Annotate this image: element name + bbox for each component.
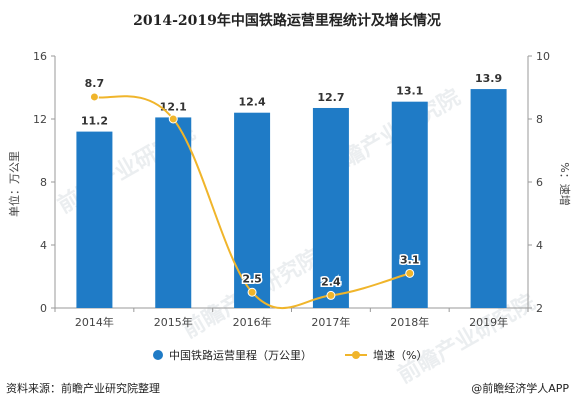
chart-title: 2014-2019年中国铁路运营里程统计及增长情况 xyxy=(133,12,441,29)
bar-value-label: 12.1 xyxy=(160,100,187,113)
y-right-tick-label: 6 xyxy=(536,176,543,189)
x-tick-label: 2014年 xyxy=(75,315,114,329)
footer-credit: @前瞻经济学人APP xyxy=(471,381,569,395)
y-right-tick-label: 8 xyxy=(536,113,543,126)
bar xyxy=(76,131,113,308)
x-tick-label: 2016年 xyxy=(233,315,272,329)
bar-value-label: 13.1 xyxy=(396,85,423,98)
legend: 中国铁路运营里程（万公里） 增速（%） xyxy=(153,348,427,362)
line-labels: 8.7 2.5 2.4 3.1 xyxy=(83,75,421,289)
growth-point xyxy=(89,92,99,102)
footer-source: 资料来源：前瞻产业研究院整理 xyxy=(6,381,160,395)
line-series xyxy=(89,92,415,310)
growth-point xyxy=(326,290,336,300)
y-left-tick-label: 4 xyxy=(40,239,47,252)
legend-line-label: 增速（%） xyxy=(373,348,427,362)
y-left-label: 单位：万公里 xyxy=(7,151,21,217)
growth-point xyxy=(247,287,257,297)
y-right-tick-label: 4 xyxy=(536,239,543,252)
x-tick-label: 2019年 xyxy=(469,315,508,329)
y-right-label: %：速增 xyxy=(558,162,572,205)
y-left-tick-label: 16 xyxy=(33,50,47,63)
bar xyxy=(470,89,507,308)
growth-value-label: 2.4 xyxy=(321,275,341,288)
y-left-tick-label: 12 xyxy=(33,113,47,126)
x-tick-label: 2015年 xyxy=(154,315,193,329)
bar-value-label: 12.4 xyxy=(239,96,266,109)
growth-value-label: 2.5 xyxy=(242,272,262,285)
growth-value-label: 8.7 xyxy=(85,77,105,90)
bar-labels: 11.2 12.1 12.4 12.7 13.1 13.9 xyxy=(81,72,502,128)
growth-point xyxy=(168,114,178,124)
growth-point xyxy=(405,268,415,278)
y-right-tick-label: 2 xyxy=(536,302,543,315)
right-axis-ticks: 2 4 6 8 10 xyxy=(528,50,550,315)
growth-value-label: 3.1 xyxy=(400,253,420,266)
growth-line xyxy=(94,95,411,310)
bar-value-label: 13.9 xyxy=(475,72,502,85)
legend-bar-label: 中国铁路运营里程（万公里） xyxy=(169,348,312,362)
y-left-tick-label: 0 xyxy=(40,302,47,315)
legend-line-marker xyxy=(352,351,360,359)
legend-bar-marker xyxy=(153,350,163,360)
bar-value-label: 11.2 xyxy=(81,115,108,128)
y-right-tick-label: 10 xyxy=(536,50,550,63)
bar xyxy=(312,107,349,308)
bar-value-label: 12.7 xyxy=(317,91,344,104)
bar xyxy=(155,117,192,308)
x-tick-label: 2018年 xyxy=(390,315,429,329)
x-axis-ticks: 2014年 2015年 2016年 2017年 2018年 2019年 xyxy=(54,308,529,329)
left-axis-ticks: 0 4 8 12 16 xyxy=(33,50,55,315)
x-tick-label: 2017年 xyxy=(311,315,350,329)
watermark: 前瞻产业研究院前瞻产业研究院前瞻产业研究院前瞻产业研究院 xyxy=(53,84,539,389)
y-left-tick-label: 8 xyxy=(40,176,47,189)
